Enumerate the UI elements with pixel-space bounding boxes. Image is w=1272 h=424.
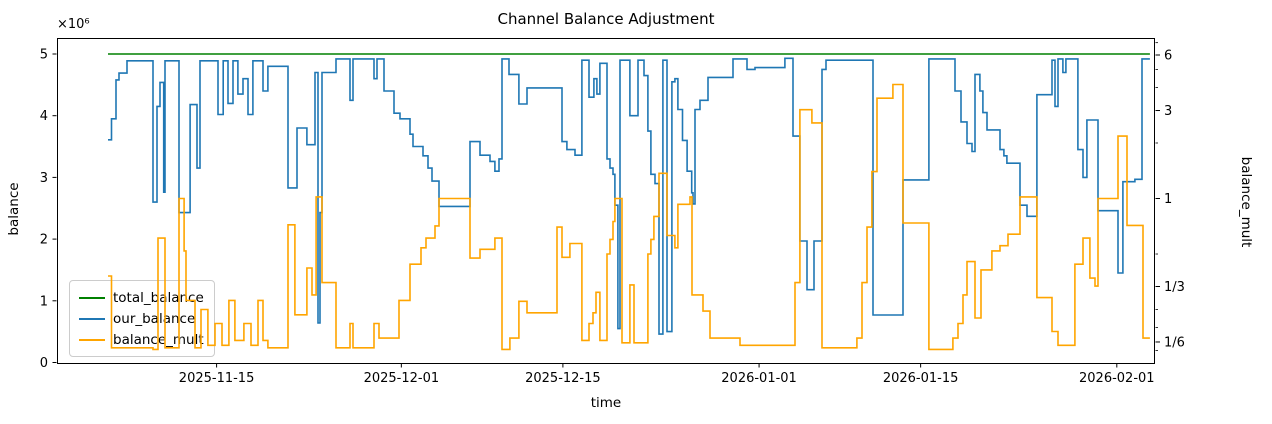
y-left-tick-label: 2 [40,233,48,248]
x-tick-label: 2026-01-15 [883,371,959,386]
y-axis-offset-text: ×10⁶ [57,17,90,32]
legend-line-swatch-orange [79,338,105,341]
legend-item-our-balance: our_balance [79,308,204,329]
x-axis-label: time [590,395,622,411]
y-left-tick-label: 5 [40,48,48,63]
y-left-tick-label: 4 [40,109,48,124]
legend-label: total_balance [113,289,204,306]
y-axis-label-left: balance [6,182,22,236]
legend-line-swatch-blue [79,317,105,320]
y-left-tick-label: 3 [40,171,48,186]
x-tick-label: 2025-12-01 [364,371,440,386]
y-right-tick-label: 3 [1164,104,1172,119]
y-axis-label-right: balance_mult [1238,156,1254,248]
legend-line-swatch-green [79,296,105,299]
y-right-tick-label: 6 [1164,49,1172,64]
y-right-tick-label: 1 [1164,192,1172,207]
plot-area: total_balance our_balance balance_mult [57,38,1155,363]
y-right-tick-label: 1/6 [1164,335,1185,350]
x-tick-label: 2025-12-15 [525,371,601,386]
legend-label: our_balance [113,310,196,327]
x-tick-label: 2026-01-01 [721,371,797,386]
chart-title: Channel Balance Adjustment [497,10,715,28]
y-left-tick-label: 1 [40,294,48,309]
x-tick-label: 2025-11-15 [179,371,255,386]
legend-item-total-balance: total_balance [79,287,204,308]
legend-item-balance-mult: balance_mult [79,329,204,350]
legend: total_balance our_balance balance_mult [69,280,215,357]
y-right-tick-label: 1/3 [1164,280,1185,295]
legend-label: balance_mult [113,331,204,348]
x-tick-label: 2026-02-01 [1079,371,1155,386]
y-left-tick-label: 0 [40,356,48,371]
